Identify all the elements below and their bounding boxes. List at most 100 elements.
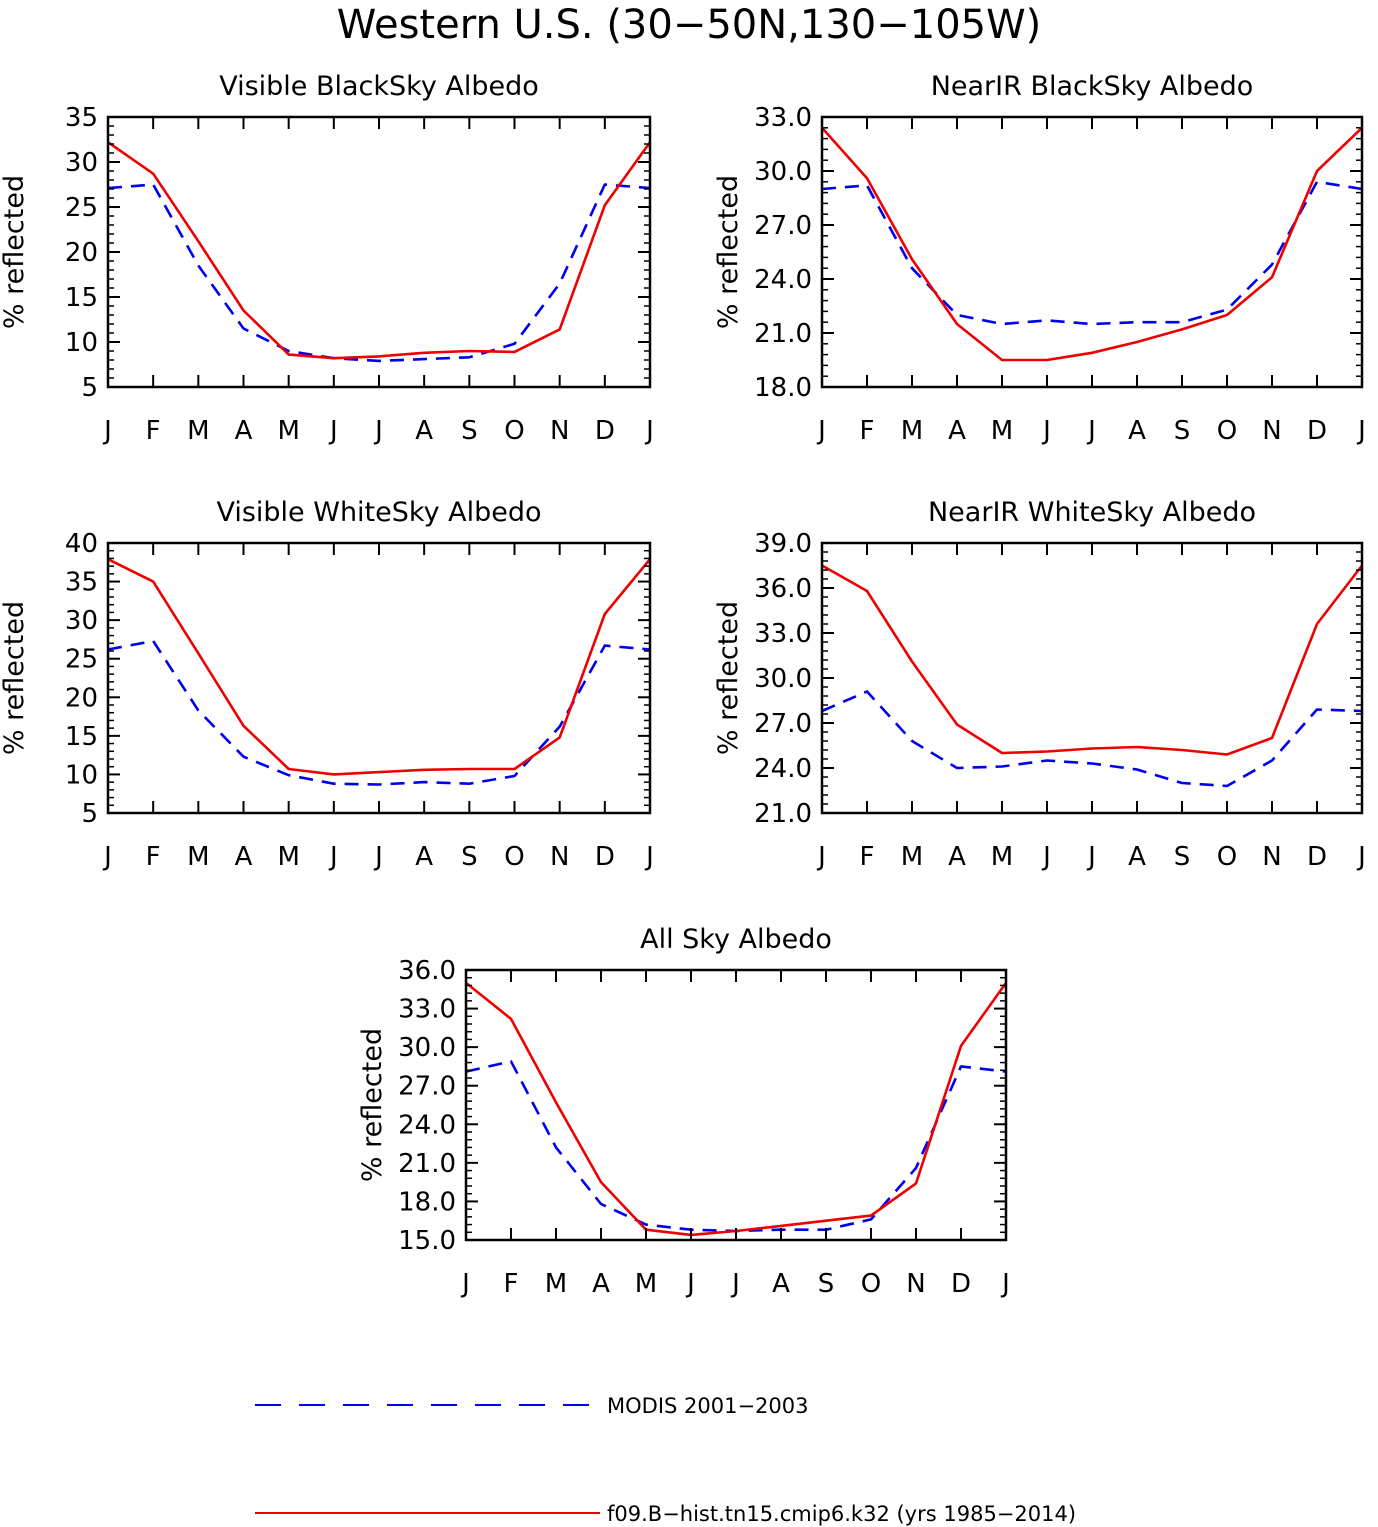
y-tick-label: 10 <box>65 760 98 790</box>
series-model-line <box>821 126 1363 362</box>
y-tick-label: 24.0 <box>398 1110 456 1140</box>
x-tick-label: J <box>1041 842 1051 872</box>
y-tick-label: 21.0 <box>398 1149 456 1179</box>
y-tick-label: 40 <box>65 529 98 559</box>
y-tick-label: 20 <box>65 238 98 268</box>
y-tick-label: 27.0 <box>398 1072 456 1102</box>
x-tick-label: A <box>948 416 966 446</box>
x-tick-label: M <box>277 416 299 446</box>
x-tick-label: F <box>146 842 161 872</box>
x-tick-label: D <box>1307 842 1327 872</box>
x-tick-label: M <box>187 842 209 872</box>
x-tick-label: J <box>102 842 112 872</box>
x-tick-label: A <box>415 842 433 872</box>
x-tick-label: F <box>146 416 161 446</box>
y-tick-label: 5 <box>81 373 98 403</box>
y-axis-label: % reflected <box>713 601 744 755</box>
x-tick-label: A <box>235 842 253 872</box>
x-tick-label: S <box>461 416 478 446</box>
legend-model-label: f09.B−hist.tn15.cmip6.k32 (yrs 1985−2014… <box>607 1502 1076 1526</box>
y-tick-label: 25 <box>65 645 98 675</box>
x-tick-label: J <box>328 842 338 872</box>
figure-title: Western U.S. (30−50N,130−105W) <box>337 2 1042 48</box>
x-tick-label: D <box>595 416 615 446</box>
x-tick-label: A <box>1128 842 1146 872</box>
x-tick-label: M <box>277 842 299 872</box>
y-tick-label: 30.0 <box>754 664 812 694</box>
series-modis-line <box>821 180 1363 326</box>
x-tick-label: D <box>1307 416 1327 446</box>
x-tick-label: M <box>901 842 923 872</box>
y-tick-label: 33.0 <box>398 995 456 1025</box>
y-tick-label: 15.0 <box>398 1226 456 1256</box>
x-tick-label: J <box>373 416 383 446</box>
legend: MODIS 2001−2003 f09.B−hist.tn15.cmip6.k3… <box>255 1394 1076 1526</box>
y-tick-label: 24.0 <box>754 265 812 295</box>
series-model-line <box>107 558 652 776</box>
y-tick-label: 21.0 <box>754 799 812 829</box>
panel-title: NearIR WhiteSky Albedo <box>928 497 1256 528</box>
y-tick-label: 33.0 <box>754 103 812 133</box>
legend-modis-label: MODIS 2001−2003 <box>607 1394 809 1418</box>
y-tick-label: 24.0 <box>754 754 812 784</box>
y-tick-label: 20 <box>65 683 98 713</box>
x-tick-label: N <box>1262 842 1281 872</box>
y-tick-label: 10 <box>65 328 98 358</box>
x-tick-label: J <box>328 416 338 446</box>
series-model-line <box>821 564 1364 756</box>
x-tick-label: J <box>1086 416 1096 446</box>
y-tick-label: 21.0 <box>754 319 812 349</box>
x-tick-label: J <box>644 416 654 446</box>
x-tick-label: M <box>991 842 1013 872</box>
y-tick-label: 33.0 <box>754 619 812 649</box>
x-tick-label: J <box>730 1269 740 1299</box>
panel-title: NearIR BlackSky Albedo <box>931 71 1254 102</box>
panel-title: All Sky Albedo <box>640 924 832 955</box>
series-modis-line <box>107 183 651 363</box>
y-tick-label: 36.0 <box>754 574 812 604</box>
x-tick-label: J <box>644 842 654 872</box>
x-tick-label: S <box>818 1269 835 1299</box>
y-axis-label: % reflected <box>0 601 30 755</box>
x-tick-label: O <box>861 1269 881 1299</box>
x-tick-label: D <box>595 842 615 872</box>
x-tick-label: J <box>373 842 383 872</box>
y-tick-label: 35 <box>65 103 98 133</box>
y-tick-label: 35 <box>65 568 98 598</box>
x-tick-label: J <box>1356 416 1366 446</box>
x-tick-label: N <box>550 416 569 446</box>
y-tick-label: 30 <box>65 606 98 636</box>
x-tick-label: J <box>685 1269 695 1299</box>
x-tick-label: O <box>504 842 524 872</box>
series-model-line <box>465 981 1008 1237</box>
y-tick-label: 18.0 <box>754 373 812 403</box>
x-tick-label: A <box>415 416 433 446</box>
x-tick-label: N <box>1262 416 1281 446</box>
x-tick-label: J <box>1086 842 1096 872</box>
plot-frame <box>820 541 1364 815</box>
x-tick-label: S <box>1174 842 1191 872</box>
y-tick-label: 15 <box>65 283 98 313</box>
y-tick-label: 27.0 <box>754 211 812 241</box>
x-tick-label: J <box>1041 416 1051 446</box>
y-tick-label: 25 <box>65 193 98 223</box>
x-tick-label: M <box>901 416 923 446</box>
y-tick-label: 15 <box>65 722 98 752</box>
y-tick-label: 27.0 <box>754 709 812 739</box>
x-tick-label: M <box>635 1269 657 1299</box>
y-axis-label: % reflected <box>0 175 30 329</box>
x-tick-label: O <box>1217 416 1237 446</box>
x-tick-label: S <box>1174 416 1191 446</box>
series-model-line <box>107 141 652 360</box>
y-tick-label: 30.0 <box>754 157 812 187</box>
x-tick-label: N <box>906 1269 925 1299</box>
y-tick-label: 30.0 <box>398 1033 456 1063</box>
x-tick-label: M <box>545 1269 567 1299</box>
x-tick-label: F <box>860 416 875 446</box>
series-modis-line <box>107 639 651 786</box>
y-tick-label: 18.0 <box>398 1187 456 1217</box>
